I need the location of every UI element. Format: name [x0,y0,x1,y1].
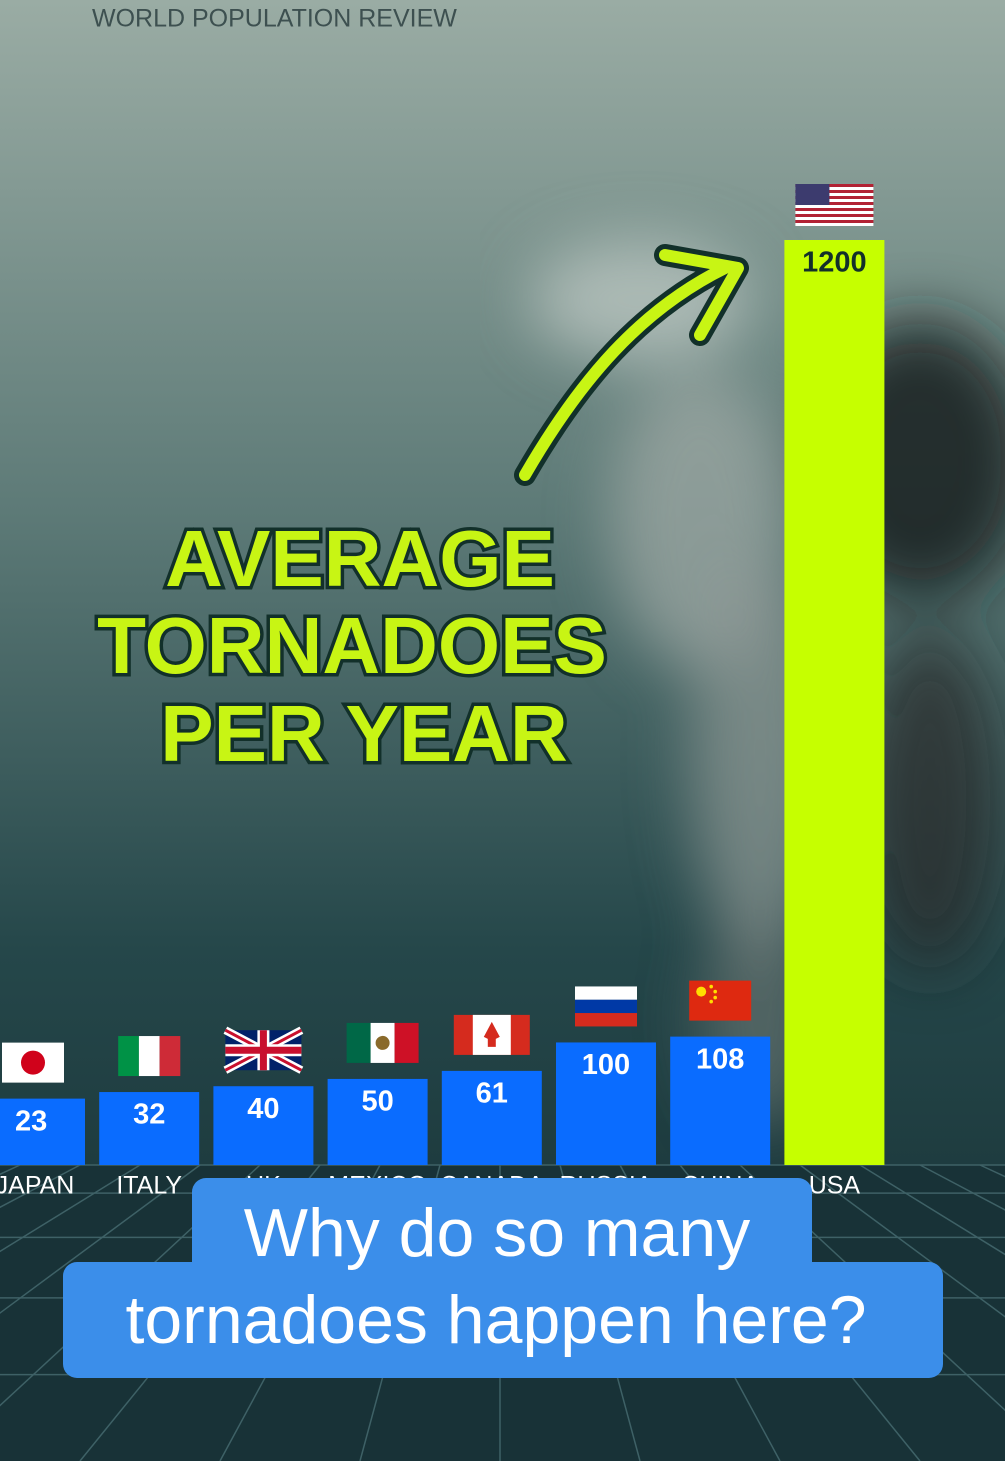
flag-part [689,980,752,1021]
value-label: 100 [582,1049,630,1081]
floor-line [0,1164,141,1253]
floor-line [859,1164,1005,1256]
bar [213,1086,314,1165]
bar [441,1070,542,1165]
flag-part [225,1030,302,1071]
flag-part [21,1050,45,1075]
flag-part [138,1036,160,1077]
flag-part [159,1036,181,1077]
flag-part [394,1022,419,1063]
flag-part [795,187,874,190]
source-label: WORLD POPULATION REVIEW [92,5,457,33]
value-label: 1200 [802,247,867,279]
chart-title: AVERAGE [165,514,555,603]
flag-part [575,1013,637,1027]
arrow [519,262,731,481]
x-tick-label: USA [809,1172,861,1200]
flag-part [795,223,874,226]
flag-part [575,986,637,1000]
flag-part [713,995,717,1000]
bar [670,1036,771,1165]
flag-part [795,184,830,205]
value-label: 61 [476,1078,508,1110]
flag-part [696,986,707,997]
value-label: 40 [247,1093,279,1125]
flag-part [709,999,713,1004]
flag-part [709,984,713,989]
bar [784,240,885,1165]
flag-part [713,989,717,994]
x-tick-label: JAPAN [0,1172,74,1200]
caption: tornadoes happen here? [125,1282,866,1358]
value-label: 32 [133,1099,165,1131]
flag-part [118,1036,139,1077]
flag-part [575,999,637,1014]
flag-part [795,190,874,193]
flag-part [795,193,874,196]
flag-part [795,211,874,214]
x-tick-label: ITALY [116,1172,182,1200]
value-label: 108 [696,1043,744,1075]
value-label: 50 [361,1086,393,1118]
flag-part [795,217,874,220]
flag-part [795,196,874,199]
value-label: 23 [15,1105,47,1137]
chart-title: TORNADOES [97,601,607,690]
caption-box [63,1262,943,1378]
bar [99,1092,200,1165]
flag-part [346,1022,371,1063]
floor-line [799,1164,1005,1318]
flag-part [795,184,874,187]
bar [327,1078,428,1165]
flag-part [795,208,874,211]
chart-title: PER YEAR [160,689,568,778]
flag-part [795,220,874,223]
bars [0,240,885,1165]
flag-part [795,199,874,202]
flags [2,184,874,1083]
flag-part [483,1021,500,1047]
flag-part [375,1035,390,1050]
bar [556,1042,656,1165]
flag-part [795,205,874,208]
floor-line [0,1164,201,1314]
arrow [659,249,744,341]
flag-part [795,214,874,217]
bar [0,1098,85,1165]
flag-part [795,202,874,205]
caption: Why do so many [244,1195,750,1271]
caption-box [192,1178,812,1278]
